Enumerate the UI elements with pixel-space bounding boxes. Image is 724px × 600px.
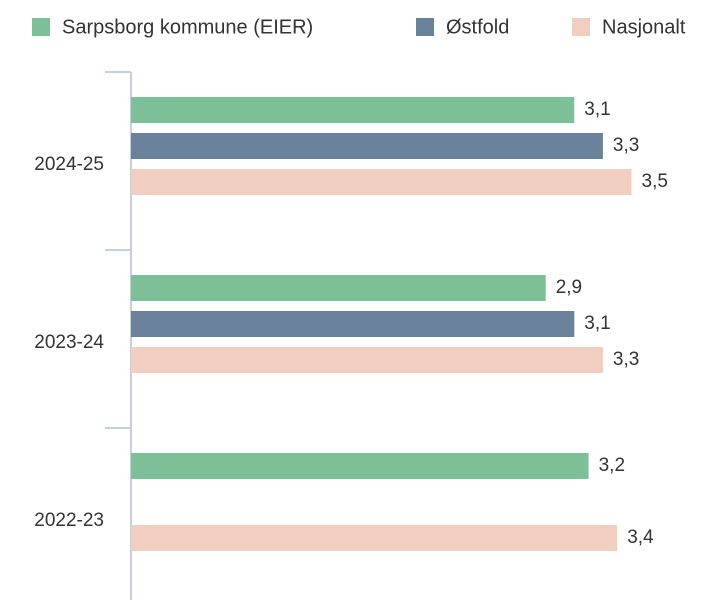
value-label: 3,4 (627, 527, 654, 548)
bar (131, 275, 546, 301)
bar (131, 453, 589, 479)
legend-label: Nasjonalt (602, 16, 686, 38)
value-label: 3,1 (584, 313, 610, 334)
bar (131, 97, 575, 123)
bar (131, 347, 603, 373)
value-label: 3,2 (599, 455, 625, 476)
value-label: 3,3 (613, 349, 639, 370)
legend-label: Østfold (446, 16, 509, 38)
value-label: 2,9 (556, 277, 582, 298)
bar (131, 311, 575, 337)
value-label: 3,3 (613, 135, 639, 156)
legend-swatch (572, 18, 590, 36)
y-tick-label: 2024-25 (34, 154, 104, 175)
y-tick-label: 2023-24 (34, 332, 104, 353)
value-label: 3,1 (584, 99, 610, 120)
bar (131, 133, 603, 159)
bar (131, 169, 632, 195)
legend-swatch (416, 18, 434, 36)
legend-label: Sarpsborg kommune (EIER) (62, 16, 313, 38)
y-tick-label: 2022-23 (34, 510, 104, 531)
bar (131, 525, 618, 551)
legend-swatch (32, 18, 50, 36)
value-label: 3,5 (642, 171, 668, 192)
